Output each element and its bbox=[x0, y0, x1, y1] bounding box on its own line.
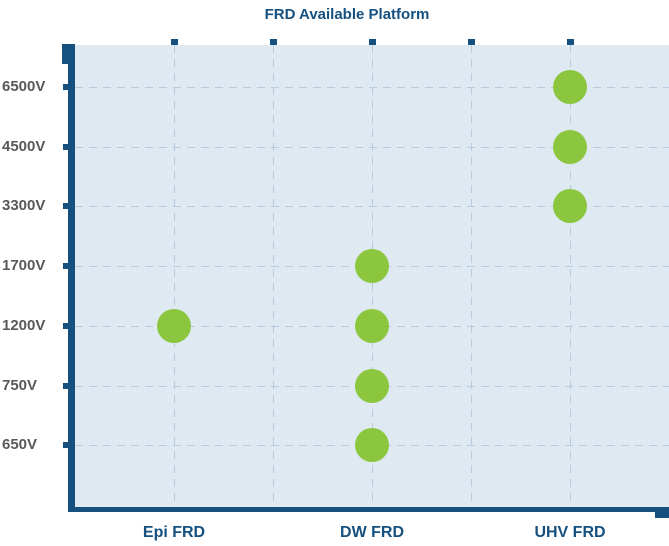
y-axis-tick bbox=[63, 263, 68, 269]
x-grid-line bbox=[570, 45, 571, 507]
data-point[interactable] bbox=[355, 428, 389, 462]
y-axis-label: 6500V bbox=[2, 78, 46, 95]
x-axis-right-cap bbox=[655, 507, 669, 518]
y-grid-line bbox=[75, 206, 669, 207]
y-axis-label: 3300V bbox=[2, 197, 46, 214]
y-axis-label: 4500V bbox=[2, 138, 46, 155]
x-axis-tick bbox=[468, 39, 475, 45]
data-point[interactable] bbox=[553, 189, 587, 223]
data-point[interactable] bbox=[553, 130, 587, 164]
x-axis-tick bbox=[270, 39, 277, 45]
y-axis-tick bbox=[63, 323, 68, 329]
y-axis-tick bbox=[63, 144, 68, 150]
plot-area bbox=[75, 45, 669, 507]
y-axis-tick bbox=[63, 203, 68, 209]
x-axis-label: Epi FRD bbox=[142, 524, 206, 541]
x-axis-tick bbox=[171, 39, 178, 45]
y-grid-line bbox=[75, 147, 669, 148]
x-axis-tick bbox=[369, 39, 376, 45]
y-axis-tick bbox=[63, 442, 68, 448]
data-point[interactable] bbox=[553, 70, 587, 104]
y-axis-label: 750V bbox=[2, 377, 38, 394]
y-axis-label: 650V bbox=[2, 436, 38, 453]
x-grid-line bbox=[174, 45, 175, 507]
y-axis-label: 1700V bbox=[2, 257, 46, 274]
x-axis-line bbox=[68, 507, 655, 512]
y-grid-line bbox=[75, 87, 669, 88]
x-axis-label: DW FRD bbox=[340, 524, 404, 541]
data-point[interactable] bbox=[355, 249, 389, 283]
data-point[interactable] bbox=[355, 309, 389, 343]
data-point[interactable] bbox=[355, 369, 389, 403]
x-grid-line bbox=[273, 45, 274, 507]
y-axis-tick bbox=[63, 84, 68, 90]
chart-title: FRD Available Platform bbox=[264, 6, 430, 23]
y-axis-label: 1200V bbox=[2, 317, 46, 334]
y-axis-line bbox=[68, 44, 75, 512]
x-axis-label: UHV FRD bbox=[534, 524, 606, 541]
y-axis-top-cap bbox=[62, 44, 75, 64]
y-axis-tick bbox=[63, 383, 68, 389]
x-axis-tick bbox=[567, 39, 574, 45]
x-grid-line bbox=[471, 45, 472, 507]
data-point[interactable] bbox=[157, 309, 191, 343]
